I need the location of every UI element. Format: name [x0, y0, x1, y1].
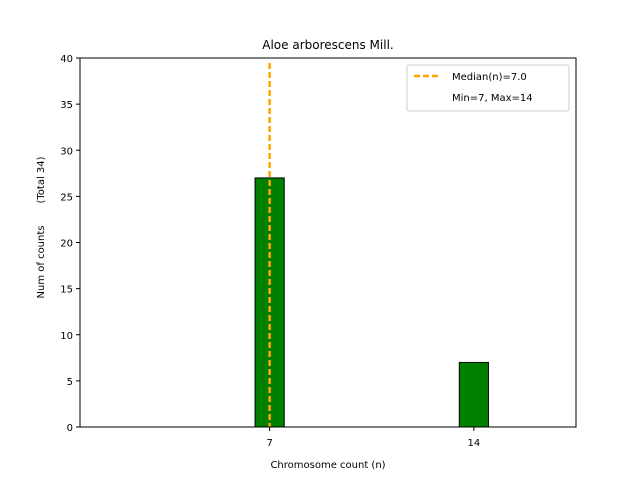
y-axis-total-label: (Total 34) [36, 156, 47, 203]
legend-minmax-label: Min=7, Max=14 [452, 93, 533, 104]
chart-title: Aloe arborescens Mill. [262, 38, 393, 52]
y-axis-label: Num of counts [36, 226, 47, 299]
bar-14 [458, 361, 489, 428]
x-tick-label-7: 7 [266, 438, 272, 449]
x-axis-label: Chromosome count (n) [270, 460, 385, 471]
plot-area: 0 5 10 15 20 25 30 35 40 7 14 [60, 54, 577, 449]
legend-median-label: Median(n)=7.0 [452, 72, 527, 83]
axes-frame [79, 57, 577, 428]
legend-box [406, 64, 570, 112]
y-tick-label-35: 35 [60, 100, 73, 111]
y-tick-label-30: 30 [60, 146, 73, 157]
y-tick-label-15: 15 [60, 285, 73, 296]
y-axis-label-group: Num of counts (Total 34) [36, 156, 47, 298]
y-tick-label-20: 20 [60, 239, 73, 250]
legend: Median(n)=7.0 Min=7, Max=14 [406, 64, 570, 112]
y-tick-label-5: 5 [67, 377, 73, 388]
y-tick-label-40: 40 [60, 54, 73, 65]
y-tick-label-10: 10 [60, 331, 73, 342]
y-tick-label-0: 0 [67, 423, 73, 434]
y-tick-label-25: 25 [60, 192, 73, 203]
x-tick-label-14: 14 [468, 438, 481, 449]
